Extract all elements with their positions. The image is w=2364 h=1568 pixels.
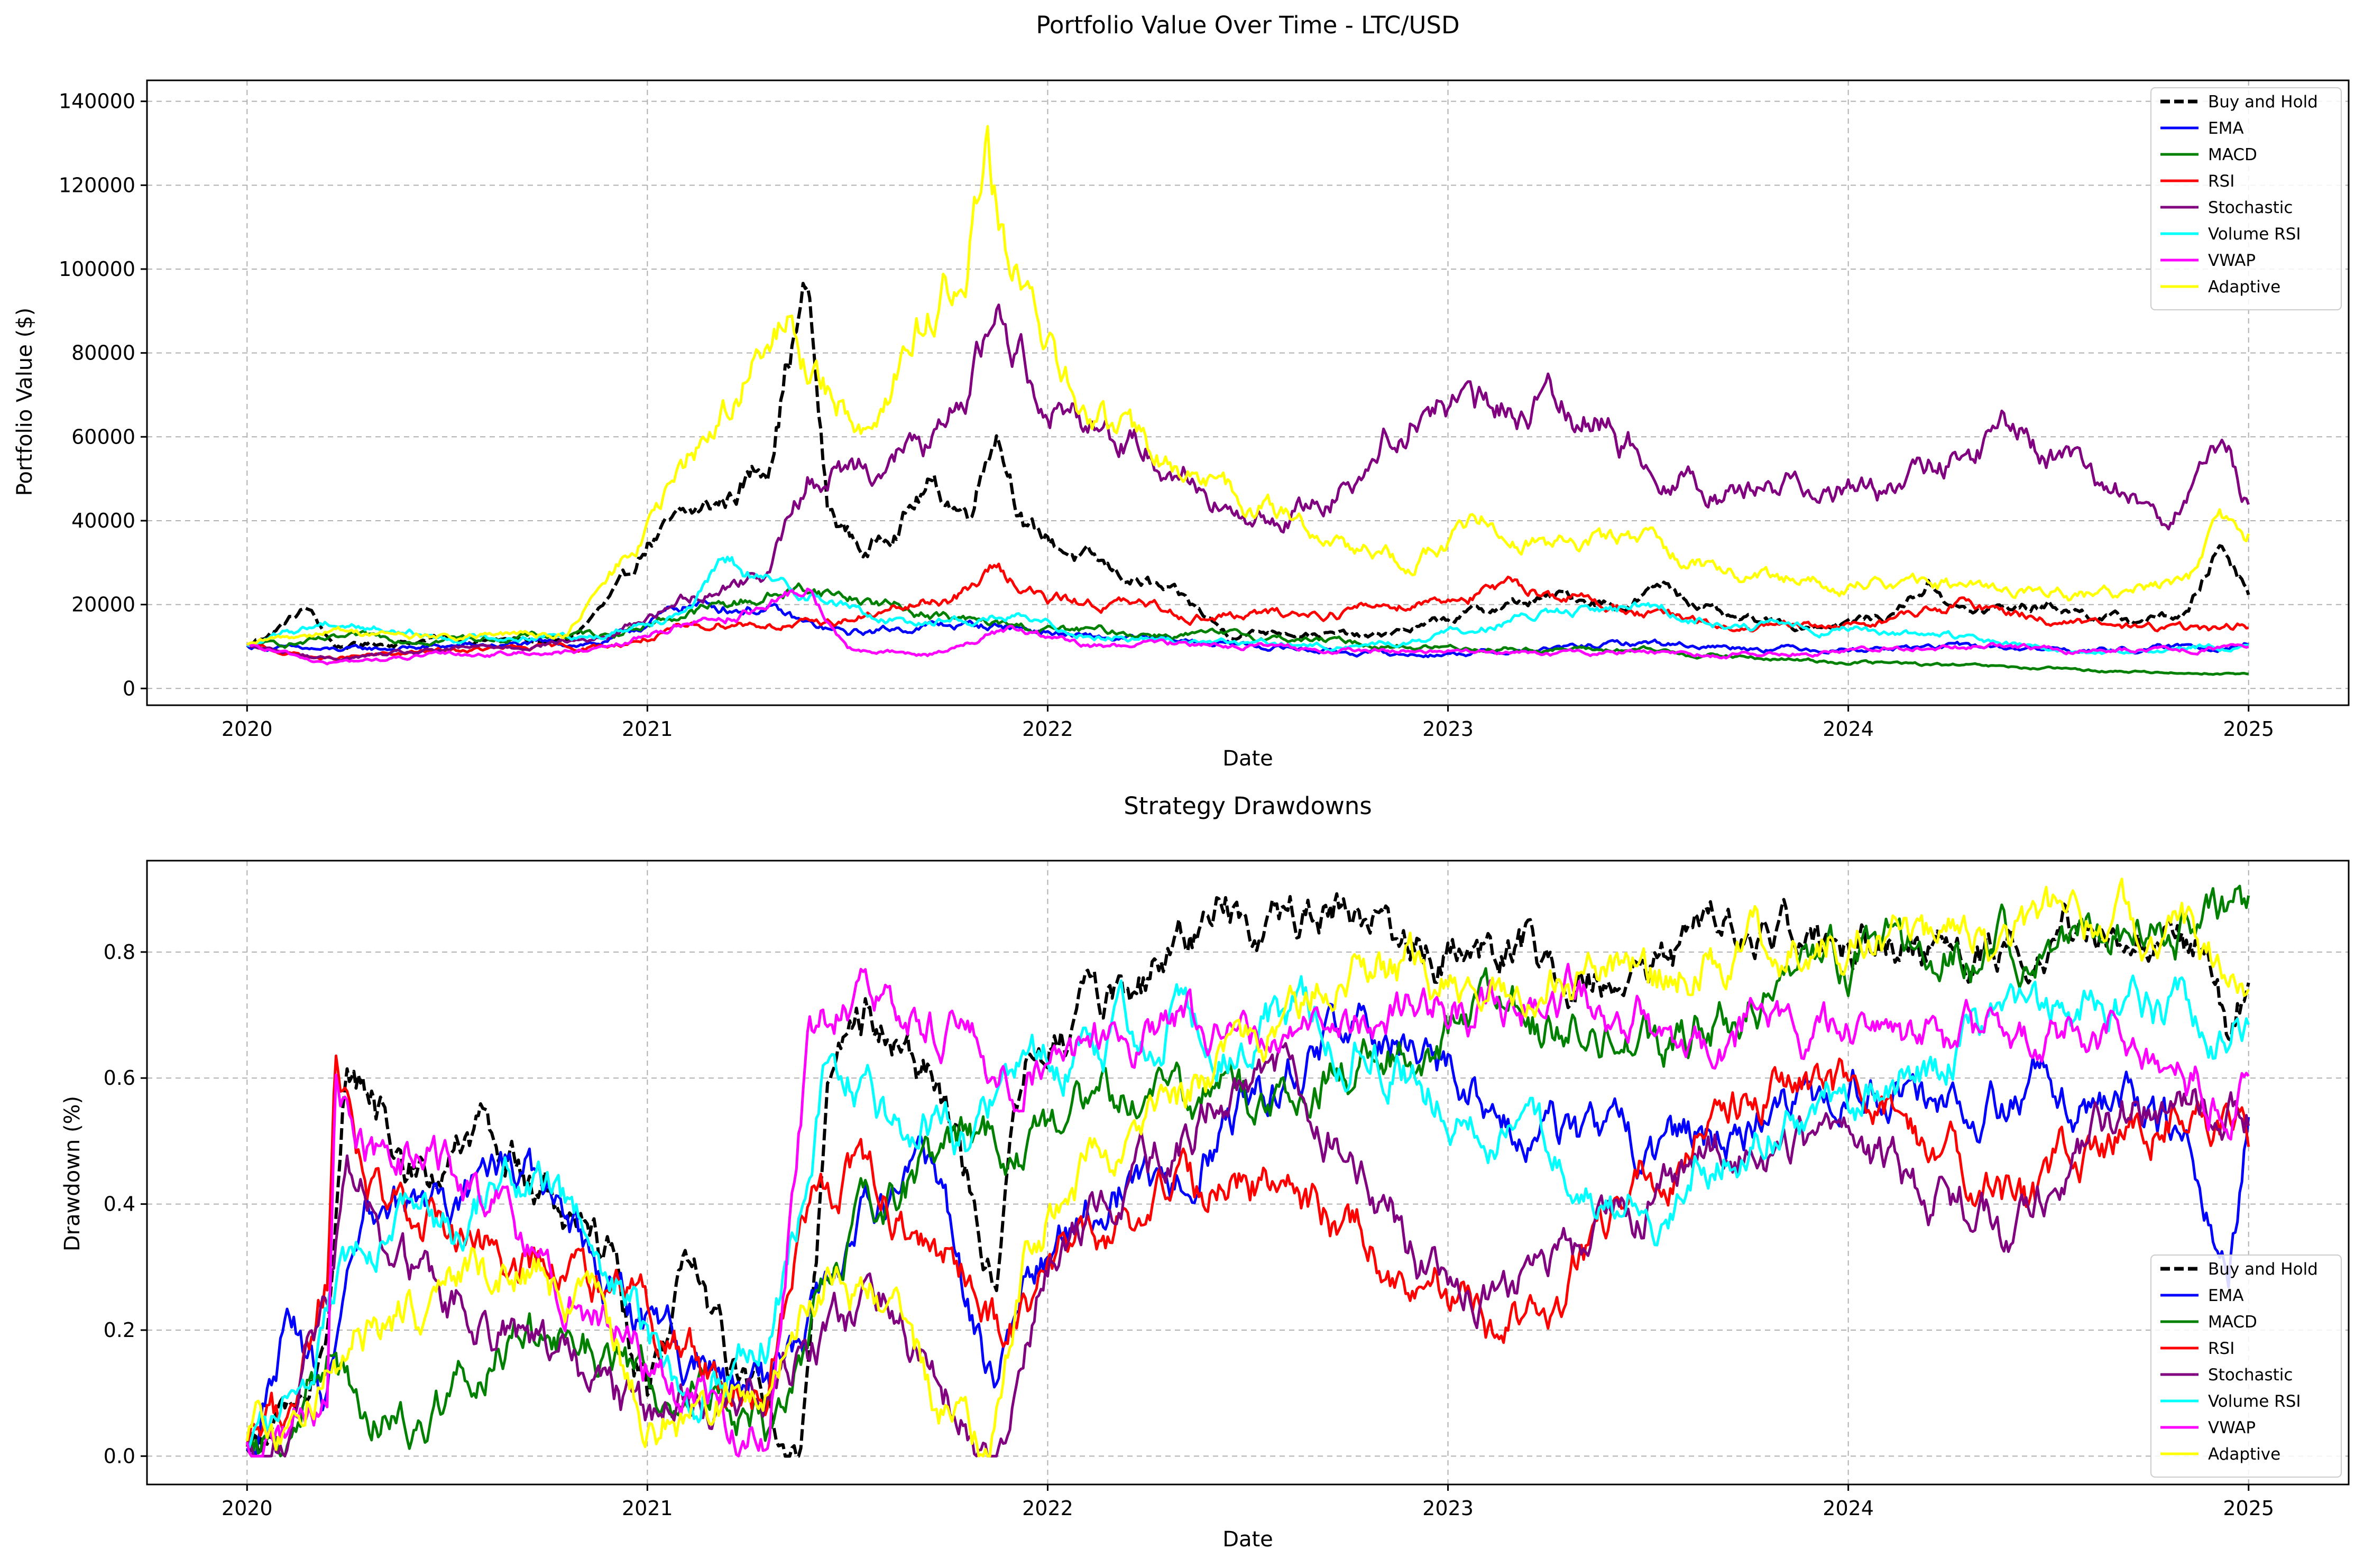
y-tick-label: 20000 [71,593,135,616]
series-line-stochastic [246,303,2250,662]
y-tick-label: 120000 [59,173,135,197]
series-line-buy-and-hold [245,892,2250,1458]
legend-label: MACD [2208,145,2257,164]
y-tick-label: 80000 [71,342,135,365]
plot-area [245,878,2250,1458]
series-line-stochastic [246,1042,2250,1458]
legend-label: MACD [2208,1313,2257,1332]
legend-label: Adaptive [2208,278,2280,297]
grid [147,80,2349,705]
chart-title: Strategy Drawdowns [1124,792,1372,820]
x-tick-label: 2021 [622,1497,673,1520]
y-tick-label: 100000 [59,257,135,281]
portfolio-value-chart: Portfolio Value Over Time - LTC/USD 2020… [13,11,2350,771]
series-line-macd [245,884,2250,1458]
y-ticks: 0.0 0.2 0.4 0.6 0.8 [104,940,147,1468]
x-ticks: 2020 2021 2022 2023 2024 2025 [222,1484,2274,1520]
legend-label: Adaptive [2208,1445,2280,1464]
legend-label: RSI [2208,172,2234,191]
legend-label: VWAP [2208,251,2256,270]
chart-title: Portfolio Value Over Time - LTC/USD [1036,11,1459,39]
legend-label: RSI [2208,1339,2234,1358]
series-line-rsi [245,1054,2250,1446]
x-ticks: 2020 2021 2022 2023 2024 2025 [222,705,2274,741]
legend-label: Buy and Hold [2208,1260,2318,1279]
legend-label: EMA [2208,119,2244,138]
legend-label: Volume RSI [2208,1392,2301,1411]
legend: Buy and Hold EMA MACD RSI Stochastic Volume R… [2150,87,2342,310]
x-tick-label: 2024 [1823,717,1874,741]
series-line-volume-rsi [246,974,2250,1449]
series-line-ema [246,1002,2250,1458]
y-tick-label: 0.4 [104,1193,135,1216]
drawdown-chart: Strategy Drawdowns 2020 2021 2022 2023 2024 2… [60,792,2350,1552]
y-tick-label: 40000 [71,509,135,532]
x-tick-label: 2025 [2223,1497,2274,1520]
y-ticks: 0 20000 40000 60000 80000 100000 120000 140000 [59,90,147,700]
legend-label: Stochastic [2208,1366,2293,1385]
series-line-adaptive [246,125,2250,646]
plot-area [246,125,2250,676]
series-line-volume-rsi [246,556,2249,656]
x-tick-label: 2024 [1823,1497,1874,1520]
x-tick-label: 2023 [1422,1497,1474,1520]
legend-box [2150,87,2342,310]
legend: Buy and Hold EMA MACD RSI Stochastic Volume R… [2150,1255,2342,1478]
x-tick-label: 2021 [622,717,673,741]
axes-frame [146,79,2350,706]
y-axis-label: Portfolio Value ($) [13,308,37,496]
y-tick-label: 0.0 [104,1444,135,1468]
legend-label: VWAP [2208,1418,2256,1437]
series-line-ema [246,599,2249,658]
y-tick-label: 0 [123,677,135,700]
y-axis-label: Drawdown (%) [60,1096,85,1251]
series-line-vwap [245,963,2250,1458]
y-tick-label: 0.2 [104,1318,135,1342]
axes-frame [146,860,2350,1486]
y-tick-label: 0.8 [104,940,135,964]
x-tick-label: 2020 [222,717,273,741]
y-tick-label: 140000 [59,90,135,113]
legend-label: Volume RSI [2208,225,2301,244]
x-axis-label: Date [1222,746,1273,771]
x-tick-label: 2023 [1422,717,1474,741]
legend-label: Buy and Hold [2208,93,2318,112]
legend-box [2150,1255,2342,1478]
legend-label: Stochastic [2208,198,2293,217]
y-tick-label: 0.6 [104,1066,135,1090]
x-tick-label: 2020 [222,1497,273,1520]
legend-label: EMA [2208,1286,2244,1305]
series-line-macd [246,582,2249,676]
series-line-vwap [246,587,2249,666]
x-tick-label: 2022 [1022,717,1073,741]
y-tick-label: 60000 [71,425,135,448]
x-tick-label: 2022 [1022,1497,1073,1520]
series-line-adaptive [245,878,2250,1458]
x-axis-label: Date [1222,1527,1273,1552]
x-tick-label: 2025 [2223,717,2274,741]
